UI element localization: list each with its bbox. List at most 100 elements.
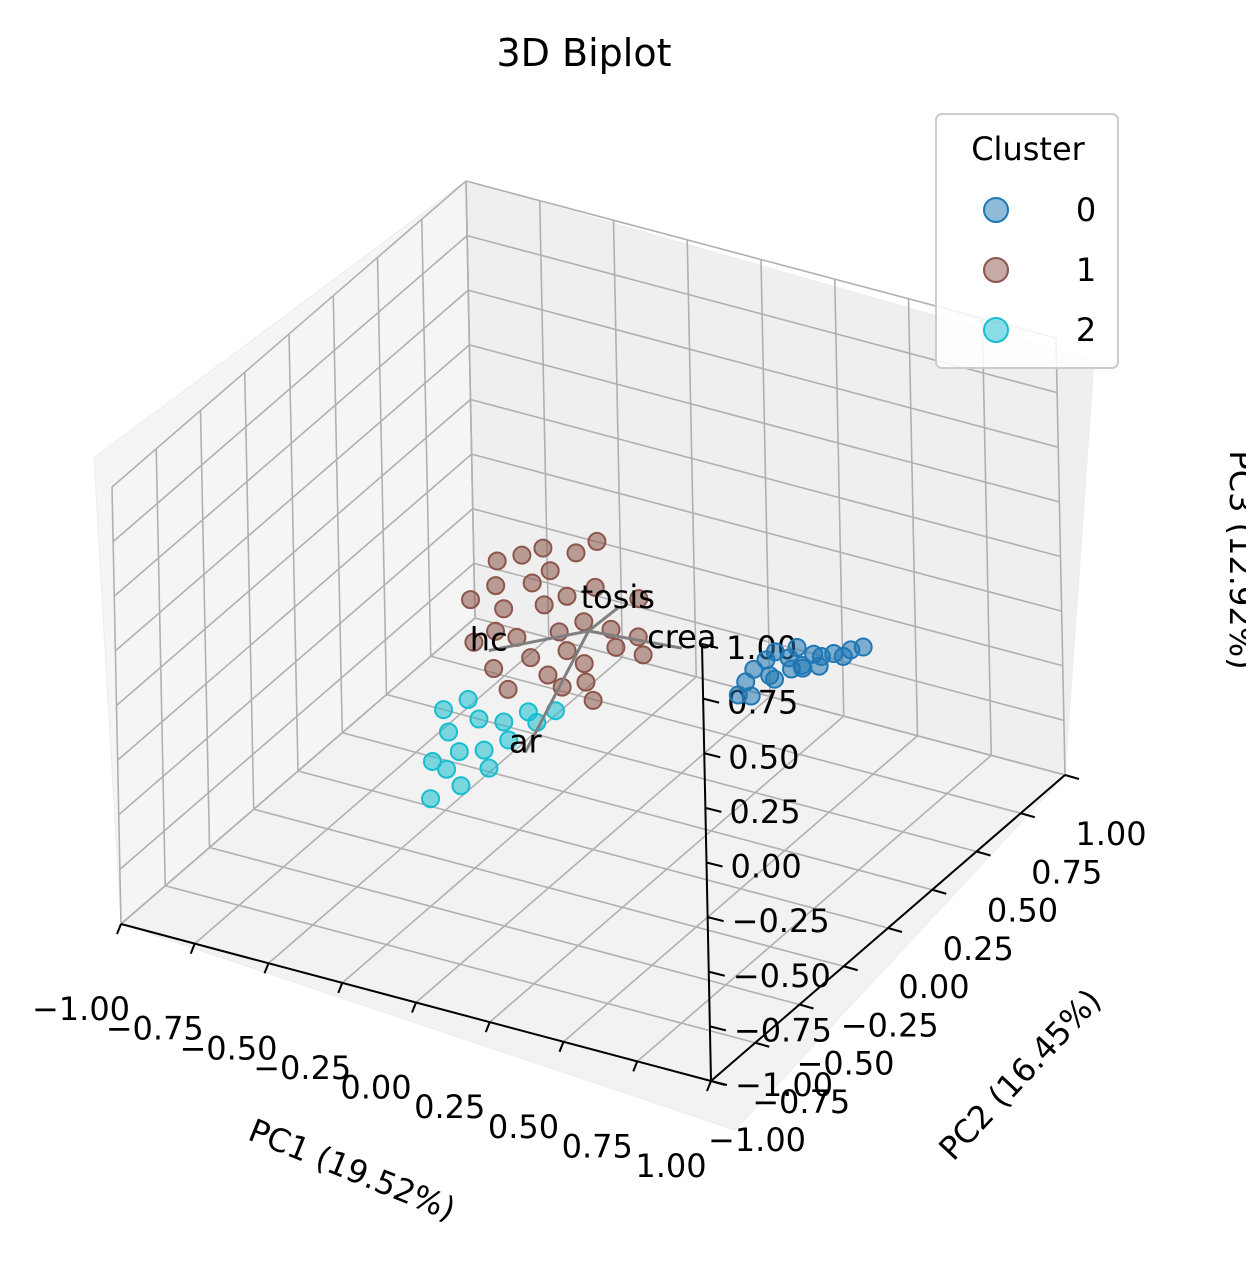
z-tick-mark — [707, 916, 724, 923]
y-tick-label: 0.00 — [898, 968, 969, 1006]
cluster-2-point — [421, 789, 441, 809]
cluster-1-point — [484, 659, 504, 679]
cluster-1-point — [574, 612, 594, 632]
y-tick-label: −0.75 — [752, 1083, 850, 1121]
cluster-1-point — [464, 632, 484, 652]
cluster-1-point — [521, 648, 541, 668]
x-tick-label: −0.25 — [253, 1049, 351, 1087]
gridline-z-back — [469, 344, 1060, 503]
y-tick-label: −1.00 — [708, 1121, 806, 1159]
y-tick-label: 0.25 — [943, 930, 1014, 968]
cluster-1-point — [486, 621, 506, 641]
z-tick-mark — [706, 861, 723, 868]
cluster-0-point — [728, 685, 748, 705]
x-tick-mark — [632, 1061, 639, 1072]
gridline-y-floor — [297, 770, 889, 929]
gridline-y-left — [332, 295, 344, 733]
x-tick-label: −1.00 — [32, 990, 130, 1028]
x-axis-label: PC1 (19.52%) — [243, 1111, 460, 1228]
legend-marker — [983, 257, 1009, 283]
z-tick-label: 0.00 — [731, 848, 802, 886]
cluster-1-point — [494, 599, 514, 619]
legend-marker — [983, 197, 1009, 223]
x-tick-mark — [706, 1080, 712, 1092]
loading-arrow — [523, 630, 590, 754]
z-tick-label: −0.50 — [733, 957, 831, 995]
cluster-1-point — [576, 672, 596, 692]
cluster-1-point — [574, 654, 594, 674]
cluster-1-point — [540, 561, 560, 581]
box-panes — [93, 180, 1095, 1131]
cluster-1-point — [534, 595, 554, 615]
loading-arrow — [488, 629, 589, 653]
cluster-2-point — [479, 758, 499, 778]
z-tick-mark — [705, 806, 722, 813]
gridline-x-back — [833, 279, 845, 717]
gridline-z-left — [115, 398, 472, 707]
gridline-y-left — [420, 219, 432, 657]
x-tick-mark — [558, 1041, 565, 1053]
gridline-y-floor — [430, 655, 1021, 815]
cluster-1-point — [585, 577, 605, 597]
cluster-0-point — [833, 646, 853, 666]
y-tick-mark — [710, 1080, 726, 1086]
gridline-x-back — [1055, 337, 1066, 776]
x-tick-label: 0.50 — [488, 1108, 559, 1146]
cluster-1-point — [587, 531, 607, 551]
y-tick-mark — [931, 888, 947, 895]
x-tick-mark — [263, 962, 270, 974]
legend-entry-label: 2 — [1076, 311, 1096, 349]
axis-ticks: −1.001.00−1.00−0.750.75−0.75−0.500.50−0.… — [32, 629, 1147, 1185]
cluster-0-point — [765, 669, 785, 689]
x-tick-mark — [337, 982, 344, 994]
x-tick-label: 0.75 — [562, 1127, 633, 1165]
gridline-z-back — [468, 289, 1059, 449]
chart-title: 3D Biplot — [497, 31, 672, 75]
z-axis-label: PC3 (12.92%) — [1222, 450, 1246, 669]
z-tick-mark — [704, 752, 721, 759]
cluster-1-point — [498, 679, 518, 699]
loading-arrow — [588, 629, 683, 650]
cluster-1-point — [633, 645, 653, 665]
cluster-0-point — [811, 646, 831, 666]
legend-marker — [983, 317, 1009, 343]
legend-entry-label: 1 — [1076, 251, 1096, 289]
y-tick-label: 1.00 — [1075, 815, 1146, 853]
cluster-2-point — [449, 742, 469, 762]
legend-items: 0 1 2 — [983, 191, 1096, 349]
cluster-1-point — [606, 637, 626, 657]
legend-frame — [935, 113, 1119, 369]
cluster-2-point — [451, 776, 471, 796]
x-tick-mark — [189, 943, 196, 954]
cluster-1-point — [533, 538, 553, 558]
y-tick-mark — [843, 965, 859, 972]
y-tick-mark — [887, 927, 903, 933]
loading-label: ar — [509, 722, 543, 760]
gridline-x-back — [907, 298, 919, 736]
cluster-2-point — [469, 709, 489, 729]
z-tick-label: −1.00 — [735, 1066, 833, 1104]
gridline-z-left — [111, 180, 467, 488]
z-tick-mark — [702, 697, 720, 704]
cluster-0-point — [792, 655, 812, 675]
y-tick-mark — [799, 1003, 814, 1010]
x-tick-label: 1.00 — [635, 1147, 706, 1185]
y-tick-label: −0.50 — [796, 1045, 894, 1083]
y-tick-mark — [976, 850, 991, 857]
y-tick-label: 0.50 — [987, 892, 1058, 930]
gridline-z-left — [112, 235, 468, 543]
cluster-1-point — [566, 543, 586, 563]
cluster-1-point — [486, 576, 506, 596]
loading-arrow — [587, 606, 619, 633]
cluster-1-point — [487, 551, 507, 571]
cluster-1-point — [557, 641, 577, 661]
legend-title: Cluster — [971, 130, 1085, 168]
y-tick-mark — [1064, 774, 1080, 780]
cluster-2-point — [458, 689, 478, 709]
cluster-2-point — [439, 722, 459, 742]
loading-label: crea — [647, 618, 716, 656]
cluster-1-point — [557, 586, 577, 606]
cluster-1-point — [629, 589, 649, 609]
